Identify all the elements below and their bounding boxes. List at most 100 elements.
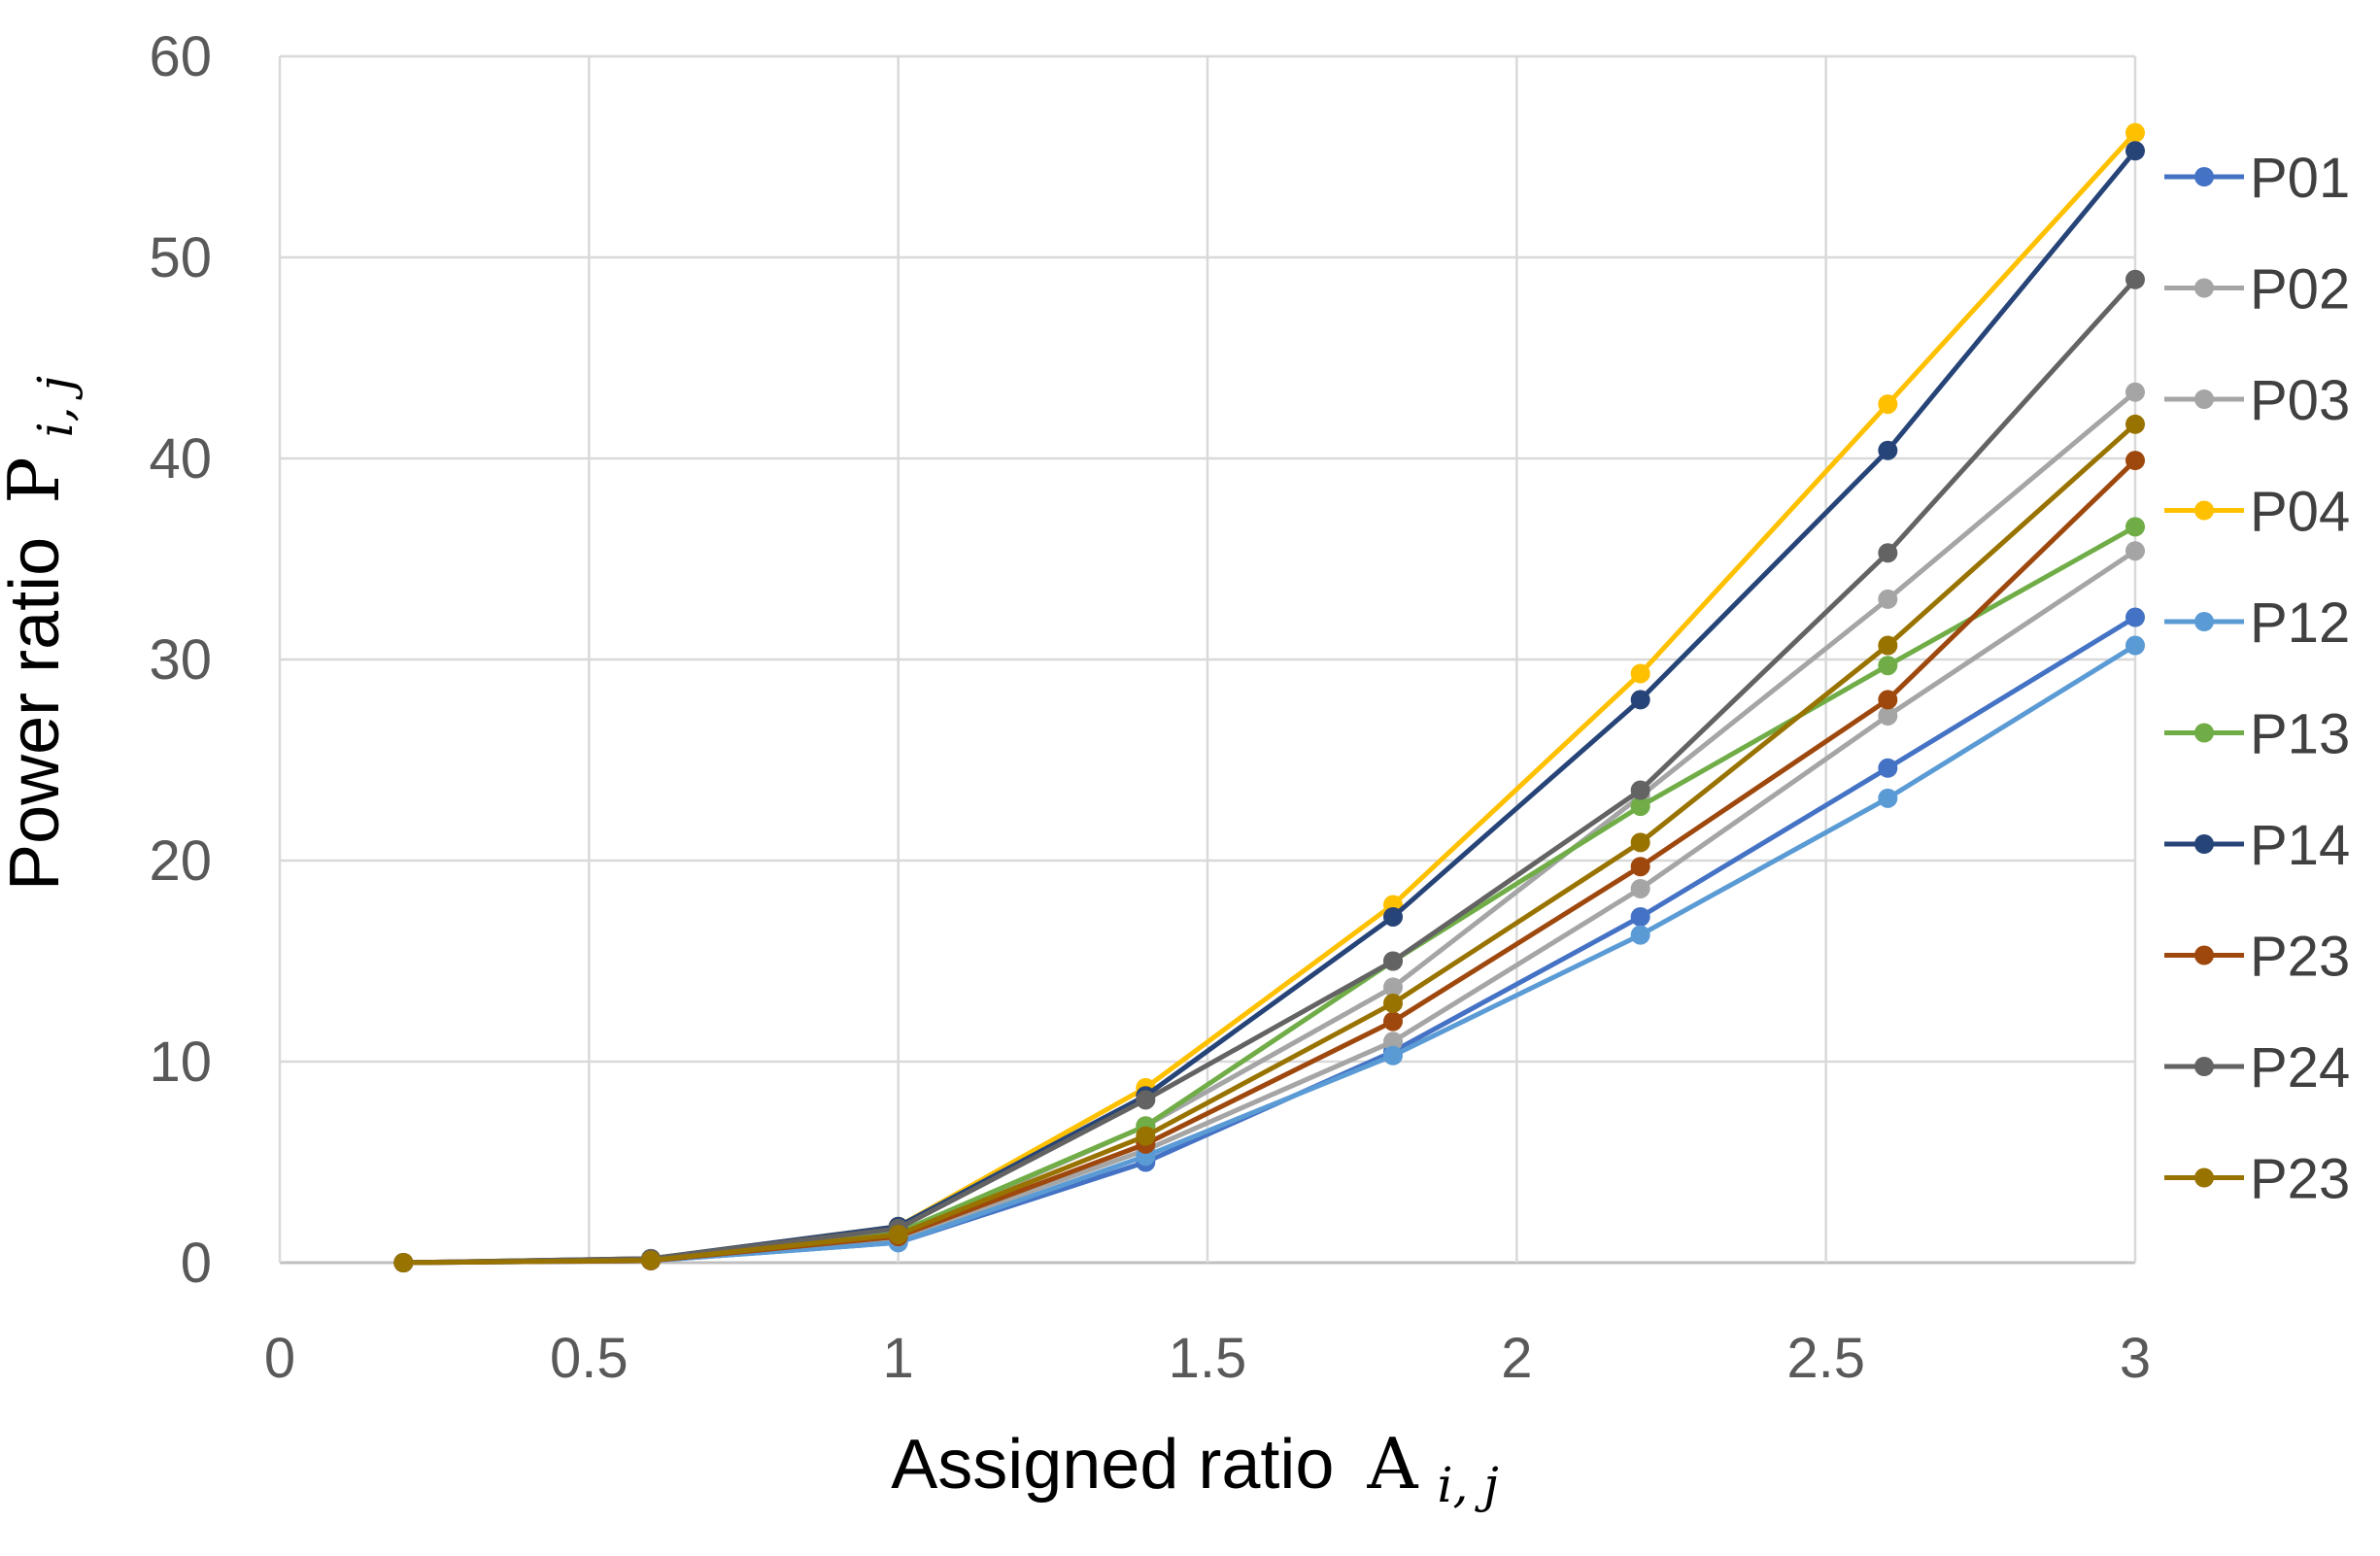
y-tick-label: 50 [149, 226, 212, 289]
x-tick-label: 0.5 [550, 1327, 629, 1390]
data-point [641, 1250, 661, 1270]
data-point [2125, 607, 2145, 627]
data-point [1878, 656, 1898, 676]
data-point [1383, 1045, 1403, 1066]
data-point [1878, 758, 1898, 778]
legend-label: P23 [2250, 926, 2350, 989]
data-point [1878, 394, 1898, 415]
data-point [888, 1225, 908, 1245]
data-point [2125, 517, 2145, 537]
data-point [1878, 690, 1898, 710]
data-point [1383, 1032, 1403, 1052]
y-tick-label: 20 [149, 829, 212, 893]
y-axis-title: Power ratio P i, j [0, 376, 84, 891]
data-point [1383, 977, 1403, 998]
legend-item: P14 [2164, 814, 2350, 877]
data-point [1136, 1090, 1156, 1110]
series-line [400, 422, 2138, 1266]
data-point [1383, 993, 1403, 1013]
data-point [2125, 541, 2145, 561]
data-point [1878, 440, 1898, 460]
legend-item: P04 [2164, 481, 2350, 544]
legend-swatch-marker [2194, 1057, 2214, 1076]
legend-item: P01 [2164, 147, 2350, 210]
data-point [1630, 663, 1650, 684]
data-point [1878, 589, 1898, 609]
y-axis-title-subscript: i, j [27, 376, 84, 437]
x-axis-title-symbol: A [1366, 1423, 1418, 1505]
y-axis-tick-labels: 0 10 20 30 40 50 60 [149, 25, 212, 1295]
legend-swatch-marker [2194, 945, 2214, 965]
data-point [2125, 451, 2145, 471]
legend: P01 P02 P03 P04 P12 P13 P14 P23 P24 P23 [2164, 147, 2350, 1211]
y-axis-title-symbol: P [0, 457, 75, 503]
legend-swatch-marker [2194, 278, 2214, 298]
legend-swatch-marker [2194, 612, 2214, 631]
legend-swatch-marker [2194, 834, 2214, 854]
legend-label: P12 [2250, 592, 2350, 655]
legend-label: P02 [2250, 258, 2350, 321]
data-point [393, 1253, 414, 1272]
y-tick-label: 40 [149, 427, 212, 490]
data-point [1878, 705, 1898, 726]
legend-label: P04 [2250, 481, 2350, 544]
data-point [1630, 925, 1650, 945]
data-point [2125, 382, 2145, 402]
legend-swatch-marker [2194, 389, 2214, 409]
legend-item: P02 [2164, 258, 2350, 321]
data-point [1136, 1126, 1156, 1146]
x-tick-label: 1 [883, 1327, 914, 1390]
legend-swatch-marker [2194, 167, 2214, 186]
y-axis-title-text: Power ratio [0, 537, 74, 891]
y-tick-label: 0 [181, 1232, 212, 1295]
data-point [2125, 635, 2145, 656]
data-point [1383, 951, 1403, 971]
legend-swatch-marker [2194, 1167, 2214, 1188]
series-lines [393, 122, 2145, 1272]
legend-label: P24 [2250, 1036, 2350, 1099]
data-point [2125, 122, 2145, 143]
x-tick-label: 2.5 [1786, 1327, 1865, 1390]
data-point [1630, 832, 1650, 853]
x-tick-label: 3 [2120, 1327, 2151, 1390]
data-point [1878, 788, 1898, 808]
x-axis-title: Assigned ratio A i, j [891, 1423, 1499, 1513]
data-point [2125, 141, 2145, 161]
y-tick-label: 30 [149, 628, 212, 692]
legend-label: P13 [2250, 703, 2350, 766]
x-tick-label: 2 [1501, 1327, 1532, 1390]
legend-label: P01 [2250, 147, 2350, 210]
legend-item: P23 [2164, 1148, 2350, 1211]
data-point [1630, 796, 1650, 817]
legend-swatch-marker [2194, 723, 2214, 743]
data-point [1630, 906, 1650, 927]
data-point [1630, 690, 1650, 710]
x-tick-label: 1.5 [1169, 1327, 1247, 1390]
legend-label: P23 [2250, 1148, 2350, 1211]
data-point [2125, 269, 2145, 289]
x-axis-title-subscript: i, j [1438, 1457, 1499, 1513]
legend-item: P12 [2164, 592, 2350, 655]
gridlines [278, 54, 2137, 1265]
legend-swatch-marker [2194, 500, 2214, 521]
data-point [1630, 780, 1650, 800]
y-tick-label: 10 [149, 1031, 212, 1094]
x-axis-tick-labels: 0 0.5 1 1.5 2 2.5 3 [264, 1327, 2151, 1390]
legend-item: P24 [2164, 1036, 2350, 1099]
data-point [1383, 1011, 1403, 1032]
legend-item: P03 [2164, 369, 2350, 432]
legend-label: P14 [2250, 814, 2350, 877]
series-p23 [393, 414, 2145, 1272]
legend-label: P03 [2250, 369, 2350, 432]
data-point [1630, 878, 1650, 898]
x-tick-label: 0 [264, 1327, 295, 1390]
x-axis-title-text: Assigned ratio [891, 1426, 1334, 1504]
legend-item: P23 [2164, 926, 2350, 989]
data-point [1383, 906, 1403, 927]
legend-item: P13 [2164, 703, 2350, 766]
data-point [2125, 414, 2145, 434]
data-point [1878, 635, 1898, 656]
